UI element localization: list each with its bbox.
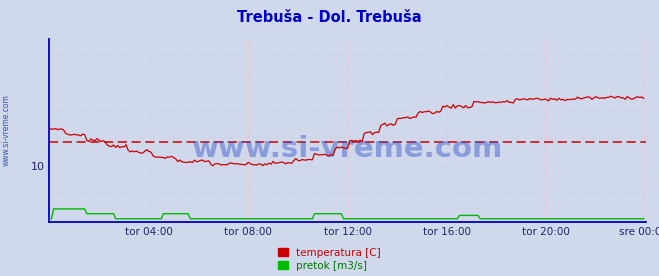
Text: Trebuša - Dol. Trebuša: Trebuša - Dol. Trebuša: [237, 10, 422, 25]
Text: www.si-vreme.com: www.si-vreme.com: [192, 135, 503, 163]
Text: www.si-vreme.com: www.si-vreme.com: [2, 94, 11, 166]
Legend: temperatura [C], pretok [m3/s]: temperatura [C], pretok [m3/s]: [277, 248, 382, 271]
